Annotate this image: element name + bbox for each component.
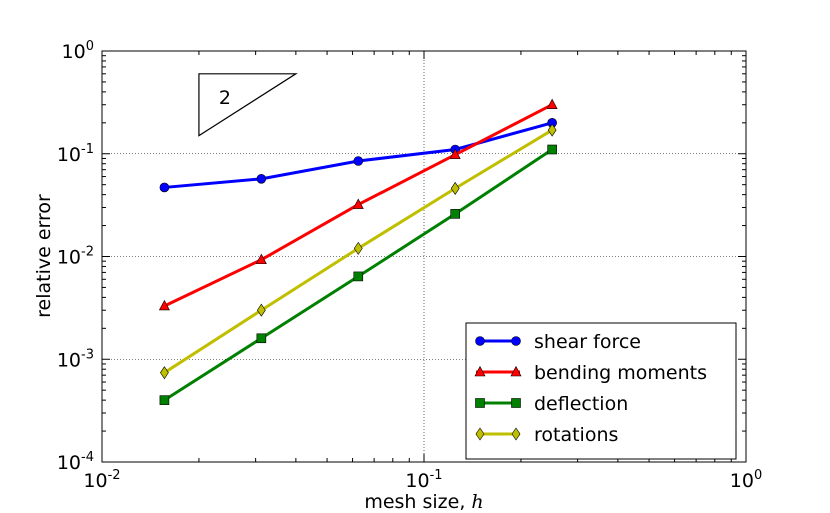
data-point-bending-moments — [158, 299, 170, 311]
legend-label-shear-force: shear force — [534, 331, 641, 353]
data-point-deflection — [450, 209, 461, 219]
series-group — [158, 98, 558, 405]
x-tick-label: 10-2 — [83, 468, 120, 492]
x-axis-label: mesh size, h — [364, 491, 483, 513]
data-point-rotations — [160, 366, 169, 380]
y-tick-label: 10-2 — [57, 245, 94, 269]
y-axis-label: relative error — [33, 194, 55, 318]
legend-marker-deflection — [511, 398, 521, 408]
slope-triangle-label: 2 — [219, 87, 231, 109]
legend-box — [465, 322, 737, 460]
legend-label-deflection: deflection — [534, 393, 628, 415]
legend-marker-deflection — [475, 398, 485, 408]
y-tick-base: 10 — [57, 452, 81, 474]
data-point-shear-force — [159, 182, 170, 193]
y-tick-base: 10 — [57, 144, 81, 166]
data-point-bending-moments — [255, 253, 267, 265]
y-tick-base: 10 — [57, 349, 81, 371]
data-point-bending-moments — [352, 198, 364, 209]
slope-triangle-shape — [198, 73, 298, 137]
data-point-rotations — [256, 303, 266, 317]
y-tick-label: 100 — [62, 39, 94, 63]
data-point-deflection — [353, 271, 364, 282]
y-tick-exponent: -1 — [81, 142, 94, 157]
y-tick-exponent: -2 — [81, 245, 94, 260]
y-tick-exponent: -3 — [81, 347, 94, 362]
data-point-bending-moments — [546, 98, 558, 110]
data-point-deflection — [547, 144, 557, 155]
legend-marker-shear-force — [511, 336, 521, 346]
legend: shear force bending moments deflection rota… — [465, 322, 737, 460]
data-point-rotations — [547, 123, 557, 137]
x-tick-label: 10-1 — [405, 468, 442, 492]
legend-marker-rotations — [511, 427, 521, 441]
slope-triangle: 2 — [198, 73, 298, 137]
legend-marker-shear-force — [475, 336, 485, 346]
data-point-rotations — [353, 241, 363, 255]
x-tick-base: 10 — [83, 470, 107, 492]
y-tick-label: 10-3 — [57, 347, 94, 371]
data-point-deflection — [256, 333, 267, 344]
data-point-shear-force — [353, 156, 364, 166]
data-point-deflection — [159, 395, 170, 405]
x-tick-exponent: -2 — [108, 468, 121, 483]
y-tick-label: 10-4 — [57, 450, 94, 474]
y-tick-base: 10 — [57, 247, 81, 269]
x-tick-exponent: -1 — [430, 468, 443, 483]
x-tick-exponent: 0 — [754, 468, 762, 483]
y-tick-exponent: 0 — [86, 39, 94, 54]
series-line-shear-force — [164, 121, 553, 189]
data-point-shear-force — [256, 174, 267, 184]
x-tick-base: 10 — [405, 470, 429, 492]
legend-label-bending-moments: bending moments — [534, 362, 707, 384]
data-point-rotations — [450, 181, 460, 195]
legend-marker-rotations — [475, 427, 485, 441]
x-tick-label: 100 — [730, 468, 762, 492]
legend-marker-bending-moments — [510, 365, 522, 377]
legend-marker-bending-moments — [474, 365, 486, 377]
y-tick-exponent: -4 — [81, 450, 94, 465]
y-tick-base: 10 — [62, 41, 86, 63]
x-tick-base: 10 — [730, 470, 754, 492]
y-tick-label: 10-1 — [57, 142, 94, 166]
legend-label-rotations: rotations — [534, 424, 618, 446]
data-point-bending-moments — [449, 148, 461, 159]
